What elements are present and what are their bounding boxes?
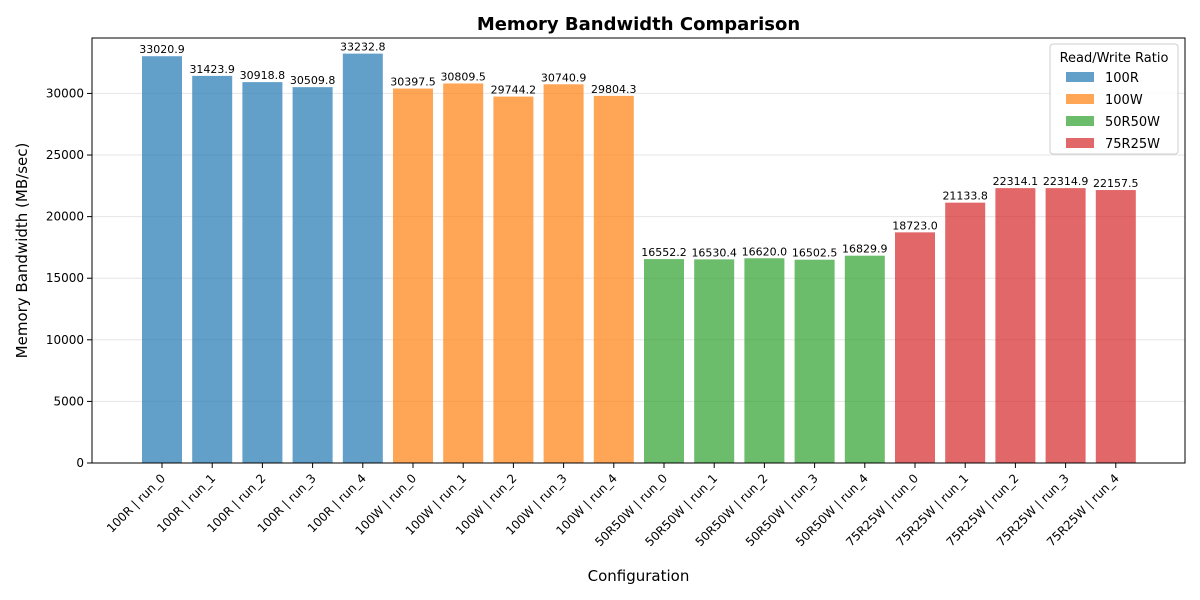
x-axis-title: Configuration xyxy=(588,567,690,585)
bar xyxy=(945,202,986,464)
bar-value-label: 16530.4 xyxy=(691,246,737,259)
bar xyxy=(1095,190,1136,463)
bar-value-label: 33020.9 xyxy=(139,43,185,56)
bar xyxy=(744,258,785,463)
bar-value-label: 30509.8 xyxy=(290,74,336,87)
bar xyxy=(694,259,735,463)
legend-swatch xyxy=(1066,116,1094,126)
y-tick-label: 5000 xyxy=(53,394,84,408)
bar-value-label: 21133.8 xyxy=(942,190,988,203)
bar-value-label: 29804.3 xyxy=(591,83,637,96)
bar xyxy=(342,53,383,463)
bar-value-label: 30918.8 xyxy=(240,69,286,82)
bar-value-label: 16552.2 xyxy=(641,246,687,259)
legend-swatch xyxy=(1066,72,1094,82)
bar-value-label: 16829.9 xyxy=(842,243,888,256)
bar-value-label: 30809.5 xyxy=(440,70,486,83)
legend-label: 75R25W xyxy=(1105,137,1160,152)
bar-value-label: 29744.2 xyxy=(491,84,537,97)
bar xyxy=(443,83,484,464)
legend: Read/Write Ratio 100R 100W 50R50W 75R25W xyxy=(1049,43,1179,155)
bar xyxy=(493,96,534,464)
bar-value-label: 30397.5 xyxy=(390,76,436,89)
bar xyxy=(895,232,935,463)
legend-box xyxy=(1049,43,1179,155)
legend-title: Read/Write Ratio xyxy=(1060,51,1169,66)
legend-label: 100R xyxy=(1105,71,1139,86)
bar xyxy=(844,255,885,463)
bar xyxy=(142,56,182,464)
bar-value-label: 16502.5 xyxy=(792,247,838,260)
bar-layer xyxy=(142,53,1136,464)
bar xyxy=(192,75,233,463)
legend-label: 100W xyxy=(1105,93,1143,108)
y-tick-label: 20000 xyxy=(46,210,84,224)
bar xyxy=(543,84,584,464)
bar xyxy=(794,259,835,463)
bar-value-label: 33232.8 xyxy=(340,41,386,54)
y-axis-title: Memory Bandwidth (MB/sec) xyxy=(13,143,31,359)
bar-value-label: 22314.1 xyxy=(993,175,1039,188)
y-tick-label: 15000 xyxy=(46,271,84,285)
data-label-layer: 33020.9 31423.9 30918.8 30509.8 33232.8 30397… xyxy=(139,41,1138,260)
bar xyxy=(1045,188,1086,463)
legend-items: 100R 100W 50R50W 75R25W xyxy=(1066,71,1160,152)
bar xyxy=(393,88,433,464)
bar xyxy=(644,259,684,463)
bar xyxy=(292,87,333,464)
bar-value-label: 22157.5 xyxy=(1093,177,1139,190)
bar-value-label: 18723.0 xyxy=(892,219,938,232)
bar-value-label: 16620.0 xyxy=(742,245,788,258)
bar xyxy=(593,95,634,463)
bar-value-label: 22314.9 xyxy=(1043,175,1089,188)
bar-value-label: 30740.9 xyxy=(541,71,587,84)
legend-swatch xyxy=(1066,138,1094,148)
bar-value-label: 31423.9 xyxy=(189,63,235,76)
bar xyxy=(995,188,1036,464)
y-tick-label: 30000 xyxy=(46,86,84,100)
y-tick-label: 10000 xyxy=(46,333,84,347)
legend-label: 50R50W xyxy=(1105,115,1160,130)
bar xyxy=(242,82,283,463)
chart-title: Memory Bandwidth Comparison xyxy=(477,14,800,35)
y-axis: 0 5000 10000 15000 20000 25000 30000 xyxy=(46,86,92,470)
legend-swatch xyxy=(1066,94,1094,104)
plot-frame xyxy=(91,37,1186,464)
y-tick-label: 25000 xyxy=(46,148,84,162)
y-tick-label: 0 xyxy=(76,456,84,470)
